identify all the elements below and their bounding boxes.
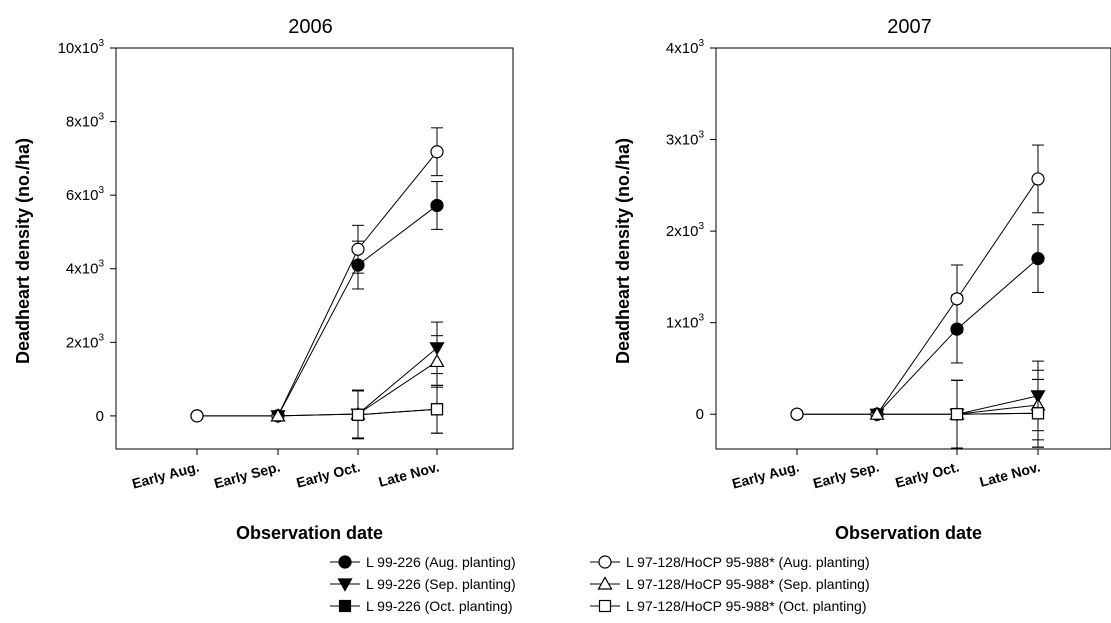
y-tick-base: 2x10 (66, 334, 99, 351)
y-tick-exponent: 3 (98, 185, 104, 196)
y-tick-exponent: 3 (98, 112, 104, 123)
data-point (351, 242, 365, 256)
y-tick-label: 10x103 (58, 38, 105, 57)
data-point (430, 198, 444, 213)
data-point (790, 407, 804, 421)
legend-item: L 99-226 (Sep. planting) (330, 576, 516, 592)
y-tick-base: 0 (696, 406, 704, 423)
series (790, 144, 1045, 421)
series (950, 378, 1045, 449)
legend-label: L 99-226 (Oct. planting) (366, 598, 513, 614)
series-line (357, 408, 438, 416)
series (190, 127, 444, 423)
y-tick-base: 0 (96, 408, 104, 425)
legend-label: L 97-128/HoCP 95-988* (Sep. planting) (626, 576, 870, 592)
legend-item: L 99-226 (Aug. planting) (330, 554, 516, 570)
data-point (430, 403, 444, 416)
x-tick-label: Early Aug. (730, 458, 801, 491)
data-point (351, 408, 365, 421)
plot-frame (115, 47, 514, 450)
data-point (1031, 172, 1045, 186)
data-point (1031, 251, 1045, 266)
chart-title: 2007 (887, 16, 932, 38)
x-axis-label: Observation date (236, 523, 383, 543)
legend-label: L 97-128/HoCP 95-988* (Oct. planting) (626, 598, 866, 614)
legend-item: L 97-128/HoCP 95-988* (Sep. planting) (590, 576, 870, 592)
y-tick-label: 3x103 (666, 130, 705, 149)
y-tick-label: 8x103 (66, 112, 105, 131)
x-tick-label: Early Aug. (130, 458, 201, 491)
data-point (950, 292, 964, 306)
legend-marker (338, 555, 352, 569)
series-line (797, 178, 1039, 415)
data-point (430, 145, 444, 159)
legend: L 99-226 (Aug. planting) L 97-128/HoCP 95… (330, 554, 870, 614)
legend-label: L 99-226 (Aug. planting) (366, 554, 516, 570)
series-line (797, 258, 1039, 415)
data-point (869, 406, 885, 420)
series (351, 384, 444, 440)
y-tick-base: 4x10 (66, 261, 99, 278)
y-tick-label: 4x103 (666, 38, 705, 57)
x-tick-label: Early Oct. (893, 458, 960, 490)
y-tick-exponent: 3 (98, 259, 104, 270)
series (790, 224, 1045, 421)
x-axis-label: Observation date (835, 523, 982, 543)
series-line (197, 205, 438, 417)
y-tick-exponent: 3 (698, 221, 704, 232)
legend-item: L 97-128/HoCP 95-988* (Aug. planting) (590, 554, 870, 570)
legend-label: L 97-128/HoCP 95-988* (Aug. planting) (626, 554, 870, 570)
series-line (197, 151, 438, 417)
y-tick-exponent: 3 (698, 130, 704, 141)
legend-item: L 99-226 (Oct. planting) (330, 598, 513, 614)
y-tick-label: 6x103 (66, 185, 105, 204)
series (190, 181, 444, 423)
data-point (190, 409, 204, 423)
x-tick-label: Early Sep. (811, 458, 881, 491)
legend-marker (598, 599, 612, 613)
y-tick-exponent: 3 (698, 313, 704, 324)
y-tick-base: 8x10 (66, 114, 99, 131)
legend-marker (598, 555, 612, 569)
y-tick-base: 10x10 (58, 40, 99, 57)
y-tick-label: 4x103 (66, 259, 105, 278)
data-point (1031, 407, 1045, 420)
y-tick-exponent: 3 (698, 38, 704, 49)
y-tick-base: 2x10 (666, 223, 699, 240)
y-tick-label: 0 (96, 408, 104, 425)
y-tick-label: 0 (696, 406, 704, 423)
y-tick-exponent: 3 (98, 38, 104, 49)
y-tick-exponent: 3 (98, 332, 104, 343)
y-tick-base: 3x10 (666, 132, 699, 149)
y-tick-label: 2x103 (666, 221, 705, 240)
y-tick-label: 1x103 (666, 313, 705, 332)
data-point (270, 408, 286, 422)
y-axis-label: Deadheart density (no./ha) (13, 138, 33, 364)
y-tick-base: 1x10 (666, 315, 699, 332)
y-axis-label: Deadheart density (no./ha) (613, 138, 633, 364)
legend-item: L 97-128/HoCP 95-988* (Oct. planting) (590, 598, 866, 614)
legend-marker (597, 576, 613, 590)
plot-frame (715, 47, 1111, 450)
legend-marker (337, 578, 353, 592)
data-point (429, 353, 445, 368)
series-line (956, 412, 1039, 415)
x-tick-label: Early Sep. (212, 458, 282, 491)
legend-marker (338, 599, 352, 613)
y-tick-label: 2x103 (66, 332, 105, 351)
chart-title: 2006 (288, 16, 333, 38)
y-tick-base: 4x10 (666, 40, 699, 57)
y-tick-base: 6x10 (66, 187, 99, 204)
legend-label: L 99-226 (Sep. planting) (366, 576, 516, 592)
data-point (950, 408, 964, 421)
x-tick-label: Early Oct. (294, 458, 361, 490)
x-tick-label: Late Nov. (978, 458, 1042, 489)
x-tick-label: Late Nov. (377, 458, 441, 489)
